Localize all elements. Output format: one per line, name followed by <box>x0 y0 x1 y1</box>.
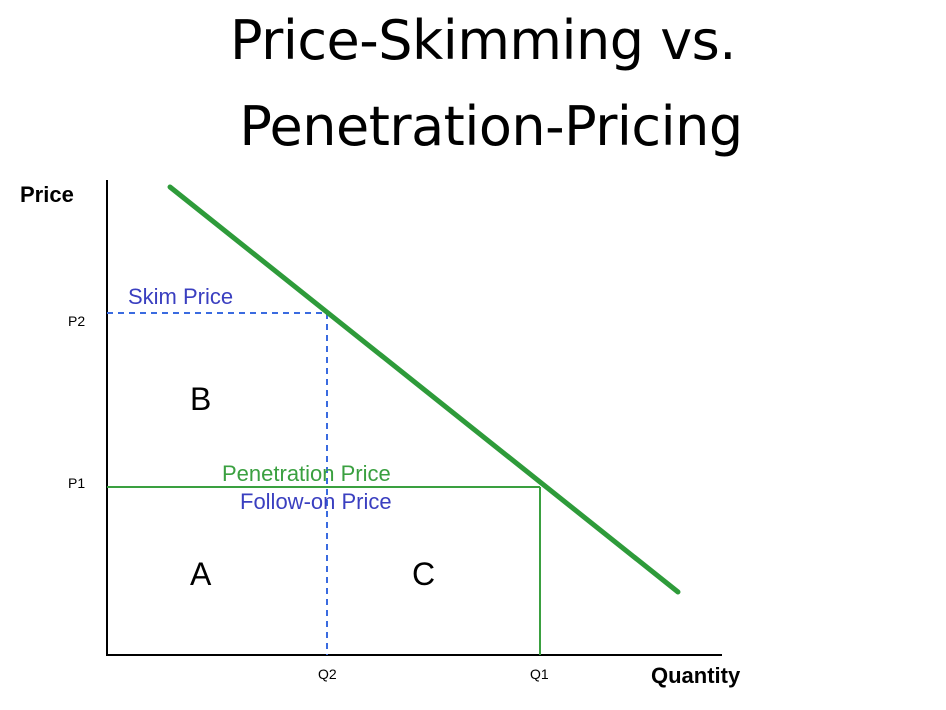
skim-price-label: Skim Price <box>128 284 233 309</box>
follow-on-price-label: Follow-on Price <box>240 489 392 514</box>
penetration-price-label: Penetration Price <box>222 461 391 486</box>
region-b: B <box>190 381 211 417</box>
tick-q2: Q2 <box>318 666 337 682</box>
title-line-2: Penetration-Pricing <box>239 95 743 158</box>
demand-curve <box>167 184 681 595</box>
tick-q1: Q1 <box>530 666 549 682</box>
tick-p1: P1 <box>68 475 85 491</box>
title-line-1: Price-Skimming vs. <box>230 9 736 72</box>
x-axis-label: Quantity <box>651 663 741 688</box>
tick-p2: P2 <box>68 313 85 329</box>
region-c: C <box>412 556 435 592</box>
y-axis-label: Price <box>20 182 74 207</box>
region-a: A <box>190 556 212 592</box>
